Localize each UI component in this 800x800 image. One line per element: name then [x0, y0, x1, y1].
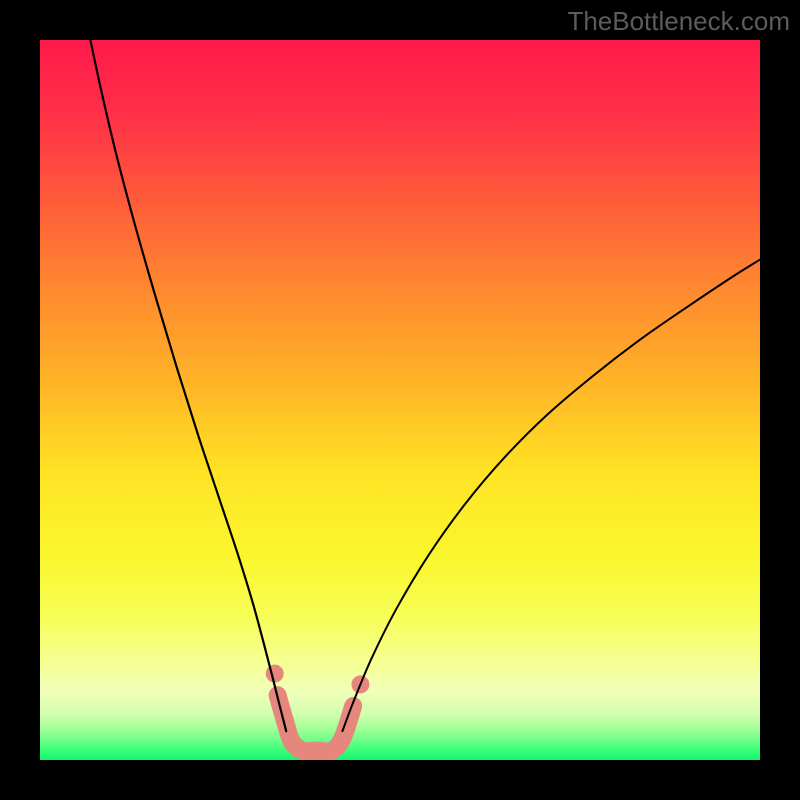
chart-plot-area: [40, 40, 760, 760]
chart-curves-svg: [40, 40, 760, 760]
marker-strip: [278, 695, 354, 751]
curve-right: [342, 260, 760, 732]
marker-dot-0: [266, 665, 284, 683]
curve-left: [90, 40, 286, 731]
watermark-text: TheBottleneck.com: [567, 6, 790, 37]
